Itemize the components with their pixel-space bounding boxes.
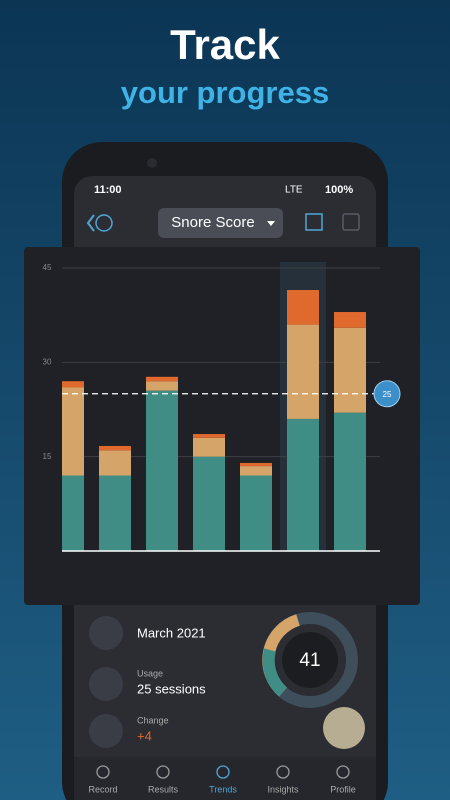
location-icon (89, 616, 123, 650)
bar-segment (193, 437, 225, 457)
play-button[interactable] (95, 214, 113, 232)
y-tick-label: 15 (43, 452, 52, 461)
nav-label[interactable]: Profile (330, 784, 356, 794)
metric-label: Snore Score (171, 214, 254, 231)
bar-segment (334, 312, 366, 328)
status-battery: 100% (325, 184, 353, 196)
chart: 153045Oct2020Nov2020Dec2020Jan2021Feb202… (43, 262, 401, 552)
nav-bar (74, 757, 376, 800)
change-icon (89, 714, 123, 748)
camera (147, 158, 157, 168)
chart-view-button[interactable] (305, 213, 323, 231)
nav-icon (336, 765, 350, 779)
reference-label: 25 (383, 390, 392, 399)
bar-segment (62, 387, 84, 476)
nav-label[interactable]: Record (88, 784, 117, 794)
bar-segment (193, 456, 225, 551)
bar-segment (193, 434, 225, 438)
bar-segment (240, 462, 272, 467)
change-value: +4 (137, 728, 152, 743)
bar-segment (287, 290, 319, 325)
nav-label[interactable]: Results (148, 784, 179, 794)
calendar-view-button[interactable] (342, 213, 360, 231)
nav-icon (276, 765, 290, 779)
subheadline: your progress (121, 75, 329, 110)
metric-dropdown[interactable] (158, 208, 283, 238)
nav-icon (96, 765, 110, 779)
score-ring-part (262, 648, 288, 697)
bar-segment (287, 324, 319, 419)
bar-segment (146, 381, 178, 391)
bar-segment (62, 381, 84, 388)
bars (62, 290, 366, 551)
summary-month: March 2021 (137, 625, 206, 640)
reference-marker (373, 380, 401, 408)
status-network: LTE (285, 185, 303, 196)
nav-icon (156, 765, 170, 779)
bar-segment (62, 475, 84, 551)
y-tick-label: 30 (43, 357, 52, 366)
nav-icon (216, 765, 230, 779)
status-time: 11:00 (94, 184, 122, 196)
usage-value: 25 sessions (137, 681, 206, 696)
dropdown-arrow (267, 221, 275, 226)
score-value: 41 (299, 650, 320, 671)
bar-segment (99, 475, 131, 551)
nav-label[interactable]: Insights (267, 784, 299, 794)
y-tick-label: 45 (43, 263, 52, 272)
bar-segment (334, 327, 366, 413)
change-label: Change (137, 715, 169, 725)
back-button[interactable] (86, 214, 95, 232)
filter-button[interactable] (323, 707, 365, 749)
usage-icon (89, 667, 123, 701)
bar-segment (146, 390, 178, 551)
usage-label: Usage (137, 668, 163, 678)
bar-segment (99, 445, 131, 451)
nav-label[interactable]: Trends (209, 784, 237, 794)
bar-segment (287, 418, 319, 551)
score-center (282, 632, 338, 688)
bar-segment (146, 376, 178, 382)
bar-segment (334, 412, 366, 551)
headline: Track (170, 21, 280, 68)
bar-segment (240, 475, 272, 551)
bar-segment (240, 466, 272, 476)
bar-segment (99, 450, 131, 476)
